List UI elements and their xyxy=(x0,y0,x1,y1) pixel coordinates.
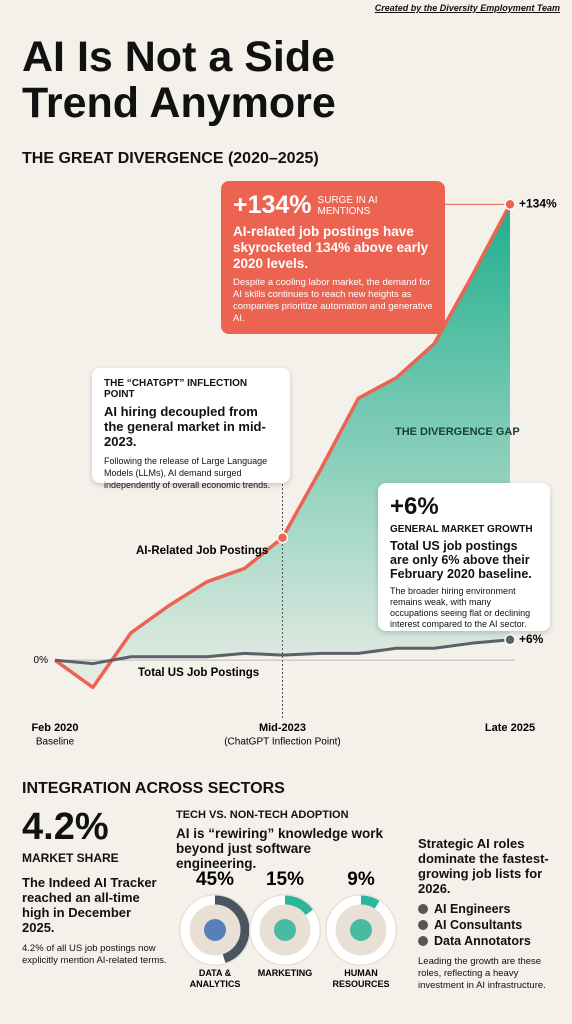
inflection-callout: THE “CHATGPT” INFLECTION POINT AI hiring… xyxy=(92,368,290,490)
callout-tag: SURGE IN AI MENTIONS xyxy=(317,194,378,217)
gap-label: THE DIVERGENCE GAP xyxy=(395,426,520,438)
roles-footer: Leading the growth are these roles, refl… xyxy=(418,956,546,991)
share-label: MARKET SHARE xyxy=(22,851,119,865)
y-tick-label: 0% xyxy=(34,655,49,666)
donut-label: DATA & ANALYTICS xyxy=(190,968,241,989)
adoption-tag: TECH VS. NON-TECH ADOPTION xyxy=(176,809,349,821)
role-item: Data Annotators xyxy=(418,934,563,948)
donut-value: 45% xyxy=(196,869,234,890)
x-tick-label: Feb 2020 xyxy=(31,722,78,734)
callout-tag: THE “CHATGPT” INFLECTION POINT xyxy=(104,378,248,400)
donut-arc xyxy=(250,895,320,965)
donut-arc xyxy=(180,895,250,965)
callout-body: Following the release of Large Language … xyxy=(104,456,271,490)
x-tick-label: Late 2025 xyxy=(485,722,535,734)
inflection-point xyxy=(276,531,289,544)
role-icon xyxy=(418,920,428,930)
share-body: 4.2% of all US job postings now explicit… xyxy=(22,943,167,966)
role-text: AI Consultants xyxy=(434,918,523,932)
callout-body: Despite a cooling labor market, the dema… xyxy=(233,277,433,324)
donut-icon xyxy=(204,919,226,941)
page-title: AI Is Not a Side Trend Anymore xyxy=(22,33,336,127)
series-label: AI-Related Job Postings xyxy=(136,545,268,557)
share-block: 4.2% MARKET SHARE The Indeed AI Tracker … xyxy=(22,806,167,967)
callout-stat: +6% xyxy=(390,493,439,520)
section-title: INTEGRATION ACROSS SECTORS xyxy=(22,780,285,797)
donut-label: HUMAN RESOURCES xyxy=(332,968,389,989)
series-label: Total US Job Postings xyxy=(138,667,259,679)
donut-icon xyxy=(274,919,296,941)
donut-value: 9% xyxy=(347,869,375,890)
roles-headline: Strategic AI roles dominate the fastest-… xyxy=(418,836,549,896)
end-point xyxy=(504,198,516,211)
callout-headline: Total US job postings are only 6% above … xyxy=(390,539,532,581)
value-label: +6% xyxy=(519,632,544,646)
surge-callout: +134% SURGE IN AI MENTIONS AI-related job… xyxy=(221,181,445,334)
x-tick-label: Mid-2023 xyxy=(259,722,306,734)
adoption-headline: AI is “rewiring” knowledge work beyond j… xyxy=(176,826,384,871)
callout-tag: GENERAL MARKET GROWTH xyxy=(390,524,533,535)
callout-body: The broader hiring environment remains w… xyxy=(390,586,531,629)
market-callout: +6% GENERAL MARKET GROWTH Total US job p… xyxy=(378,483,550,631)
role-item: AI Consultants xyxy=(418,918,563,932)
share-headline: The Indeed AI Tracker reached an all-tim… xyxy=(22,875,157,935)
end-point xyxy=(504,634,516,646)
roles-list: AI Engineers AI Consultants Data Annotator… xyxy=(418,902,563,948)
share-stat: 4.2% xyxy=(22,806,109,848)
donut-value: 15% xyxy=(266,869,304,890)
role-icon xyxy=(418,936,428,946)
role-text: AI Engineers xyxy=(434,902,511,916)
x-tick-note: (ChatGPT Inflection Point) xyxy=(224,737,341,748)
role-text: Data Annotators xyxy=(434,934,531,948)
role-icon xyxy=(418,904,428,914)
value-label: +134% xyxy=(519,197,557,211)
callout-headline: AI-related job postings have skyrocketed… xyxy=(233,224,429,271)
donut-icon xyxy=(350,919,372,941)
series-line xyxy=(54,638,511,666)
donut-label: MARKETING xyxy=(258,968,313,978)
callout-stat: +134% xyxy=(233,191,312,219)
donut-arc xyxy=(326,895,396,965)
role-item: AI Engineers xyxy=(418,902,563,916)
chart-title: THE GREAT DIVERGENCE (2020–2025) xyxy=(22,150,319,167)
roles-block: Strategic AI roles dominate the fastest-… xyxy=(418,836,563,992)
callout-headline: AI hiring decoupled from the general mar… xyxy=(104,404,266,449)
x-tick-note: Baseline xyxy=(36,737,75,748)
credit: Created by the Diversity Employment Team xyxy=(374,3,560,13)
